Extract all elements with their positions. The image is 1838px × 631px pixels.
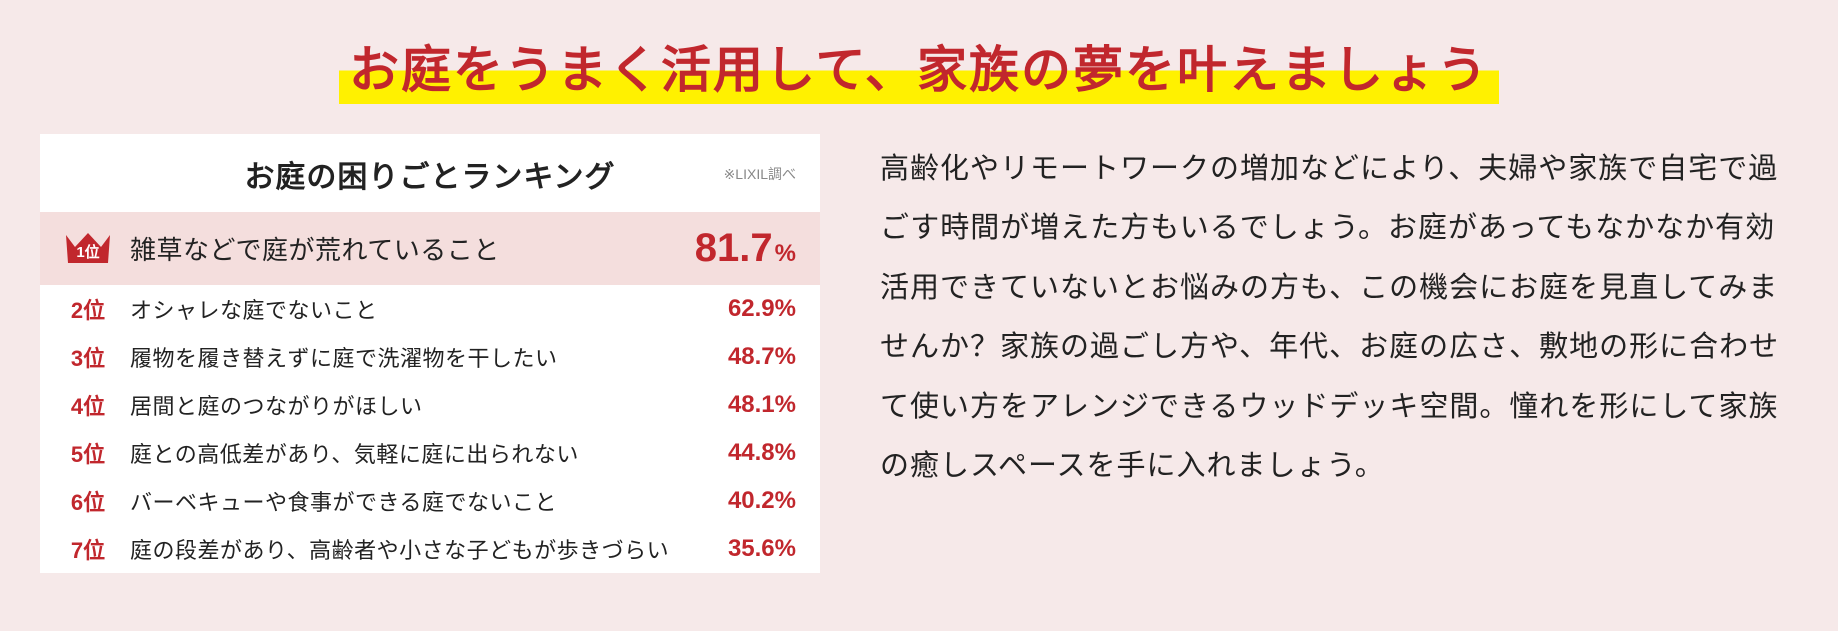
- ranking-row-6: 6位 バーベキューや食事ができる庭でないこと 40.2%: [40, 477, 820, 525]
- ranking-row-1: 1位 雑草などで庭が荒れていること 81.7%: [40, 212, 820, 285]
- ranking-row-4: 4位 居間と庭のつながりがほしい 48.1%: [40, 381, 820, 429]
- ranking-percent: 35.6%: [728, 535, 796, 563]
- ranking-label: 履物を履き替えずに庭で洗濯物を干したい: [116, 341, 728, 373]
- ranking-row-3: 3位 履物を履き替えずに庭で洗濯物を干したい 48.7%: [40, 333, 820, 381]
- rank-number: 7位: [60, 533, 116, 565]
- crown-icon: 1位: [60, 230, 116, 268]
- ranking-label: 庭との高低差があり、気軽に庭に出られない: [116, 437, 728, 469]
- description-text: 高齢化やリモートワークの増加などにより、夫婦や家族で自宅で過ごす時間が増えた方も…: [880, 134, 1798, 497]
- ranking-header: お庭の困りごとランキング ※LIXIL調べ: [40, 152, 820, 196]
- ranking-row-7: 7位 庭の段差があり、高齢者や小さな子どもが歩きづらい 35.6%: [40, 525, 820, 573]
- ranking-percent: 48.7%: [728, 343, 796, 371]
- rank-number: 2位: [60, 293, 116, 325]
- ranking-percent: 44.8%: [728, 439, 796, 467]
- ranking-source-note: ※LIXIL調べ: [724, 164, 796, 184]
- ranking-panel: お庭の困りごとランキング ※LIXIL調べ 1位 雑草などで庭が荒れていること …: [40, 134, 820, 573]
- ranking-label: オシャレな庭でないこと: [116, 293, 728, 325]
- ranking-percent-number: 81.7: [695, 226, 773, 270]
- ranking-percent: 81.7%: [695, 226, 796, 271]
- ranking-percent: 62.9%: [728, 295, 796, 323]
- rank-1-text: 1位: [76, 243, 99, 261]
- content-row: お庭の困りごとランキング ※LIXIL調べ 1位 雑草などで庭が荒れていること …: [30, 134, 1808, 573]
- ranking-label: 雑草などで庭が荒れていること: [116, 230, 695, 267]
- ranking-row-5: 5位 庭との高低差があり、気軽に庭に出られない 44.8%: [40, 429, 820, 477]
- rank-number: 6位: [60, 485, 116, 517]
- ranking-label: 居間と庭のつながりがほしい: [116, 389, 728, 421]
- rank-number: 3位: [60, 341, 116, 373]
- ranking-percent: 40.2%: [728, 487, 796, 515]
- page-title: お庭をうまく活用して、家族の夢を叶えましょう: [339, 30, 1499, 104]
- rank-number: 4位: [60, 389, 116, 421]
- rank-number: 5位: [60, 437, 116, 469]
- ranking-label: バーベキューや食事ができる庭でないこと: [116, 485, 728, 517]
- ranking-percent: 48.1%: [728, 391, 796, 419]
- ranking-percent-symbol: %: [775, 240, 796, 267]
- ranking-row-2: 2位 オシャレな庭でないこと 62.9%: [40, 285, 820, 333]
- ranking-title: お庭の困りごとランキング: [40, 152, 820, 196]
- ranking-label: 庭の段差があり、高齢者や小さな子どもが歩きづらい: [116, 533, 728, 565]
